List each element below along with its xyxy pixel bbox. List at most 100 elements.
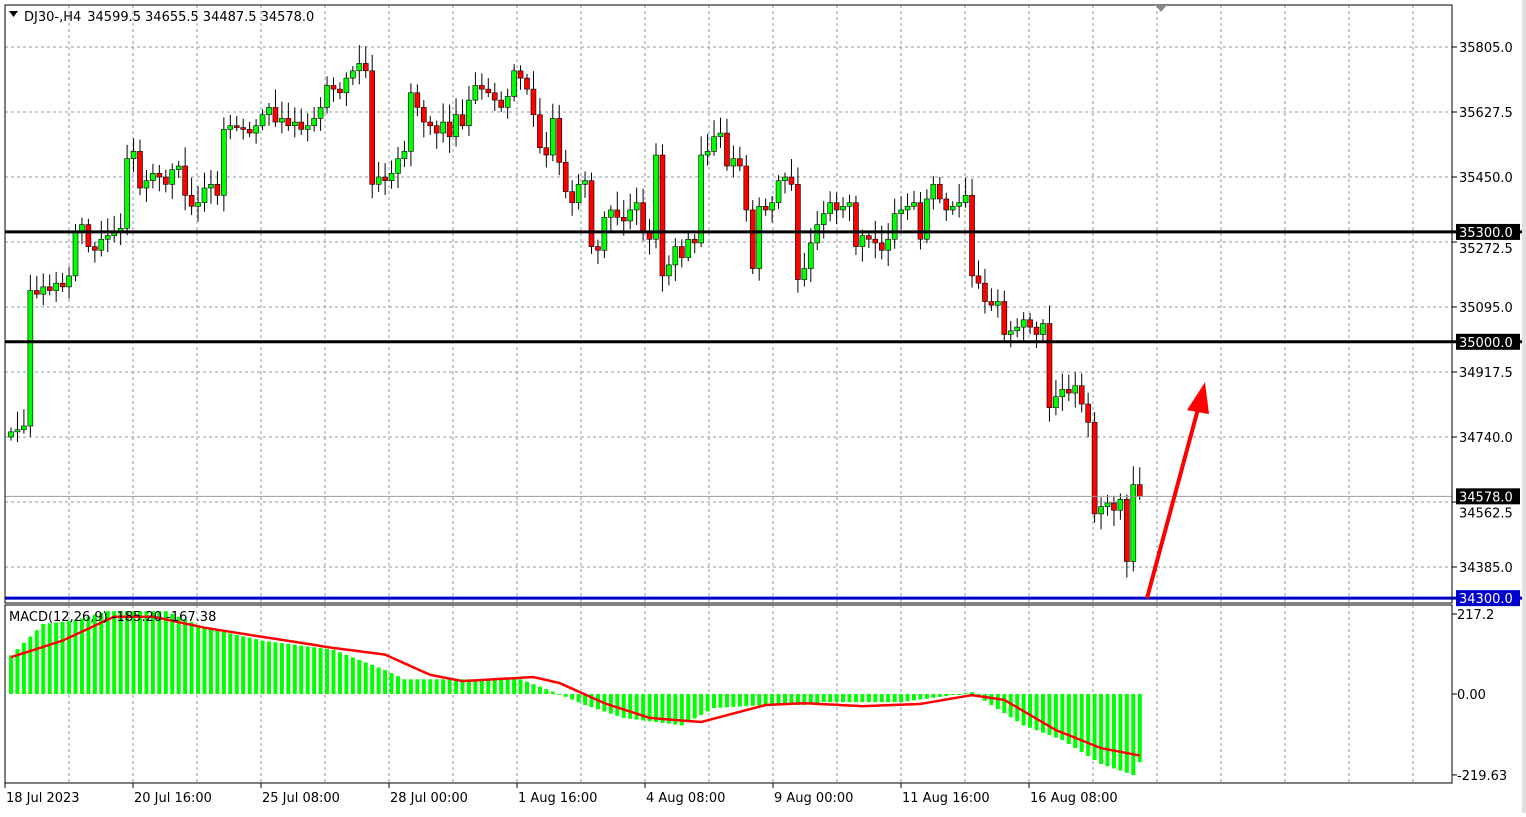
- macd-histogram-bar: [208, 629, 213, 694]
- candle-body: [453, 114, 459, 138]
- macd-histogram-bar: [92, 614, 97, 694]
- macd-histogram-bar: [815, 694, 820, 704]
- macd-histogram-bar: [441, 679, 446, 694]
- candle-body: [498, 99, 505, 108]
- candle-body: [21, 425, 27, 430]
- candle-body: [40, 286, 47, 295]
- candle-body: [1078, 385, 1085, 405]
- candle-body: [143, 180, 150, 189]
- candle-body: [304, 125, 311, 130]
- candle-body: [511, 70, 517, 97]
- candle: [169, 163, 176, 199]
- candle-body: [530, 88, 537, 116]
- time-tick-label: 11 Aug 16:00: [902, 791, 990, 806]
- candle-body: [988, 301, 995, 306]
- candle-body: [208, 184, 214, 189]
- candle: [756, 197, 763, 281]
- candle-body: [98, 238, 105, 251]
- macd-histogram-bar: [267, 641, 271, 694]
- macd-histogram-bar: [744, 694, 749, 707]
- candle: [137, 139, 143, 196]
- macd-histogram-bar: [789, 694, 794, 706]
- macd-histogram-bar: [763, 694, 768, 706]
- macd-histogram-bar: [86, 616, 91, 694]
- time-tick-label: 9 Aug 00:00: [774, 791, 853, 806]
- candle-body: [582, 180, 588, 185]
- candle-body: [8, 431, 14, 438]
- candle-body: [678, 246, 685, 258]
- candle: [762, 198, 769, 216]
- macd-histogram-bar: [1099, 694, 1104, 764]
- shift-marker-icon[interactable]: [1155, 5, 1167, 12]
- macd-histogram-bar: [325, 648, 330, 694]
- macd-histogram-bar: [189, 622, 194, 694]
- candle: [595, 239, 601, 265]
- macd-histogram-bar: [899, 694, 904, 703]
- macd-histogram-bar: [924, 694, 929, 699]
- candle-body: [1117, 498, 1124, 511]
- candle-body: [195, 202, 201, 207]
- candle: [214, 171, 221, 205]
- candle: [285, 102, 292, 131]
- candle-body: [362, 63, 369, 72]
- current-price-badge: [1456, 488, 1520, 505]
- macd-histogram-bar: [989, 694, 994, 706]
- macd-histogram-bar: [1137, 694, 1142, 763]
- candle-body: [633, 202, 640, 211]
- candle-body: [240, 127, 246, 130]
- candle-body: [595, 246, 601, 251]
- macd-histogram-bar: [221, 632, 226, 694]
- macd-histogram-bar: [1111, 694, 1116, 769]
- candle: [350, 66, 356, 86]
- macd-histogram-bar: [1118, 694, 1123, 771]
- candle: [575, 174, 582, 210]
- candle: [782, 172, 788, 194]
- candle: [498, 91, 505, 113]
- candle-body: [1020, 319, 1027, 328]
- candle: [21, 409, 27, 434]
- candle: [59, 272, 66, 292]
- candle-body: [350, 70, 356, 79]
- candle-body: [756, 205, 763, 269]
- macd-histogram-bar: [628, 694, 633, 719]
- macd-histogram-bar: [9, 655, 13, 694]
- candle-body: [737, 158, 743, 167]
- dropdown-triangle-icon[interactable]: [9, 11, 18, 17]
- price-tick-label: 35095.0: [1459, 301, 1513, 316]
- candle: [1053, 379, 1059, 416]
- candle: [614, 191, 621, 226]
- candle-body: [614, 209, 621, 218]
- candle: [730, 145, 737, 178]
- candle-body: [33, 290, 40, 295]
- macd-histogram-bar: [260, 640, 265, 694]
- price-tick-label: 34917.5: [1459, 366, 1513, 381]
- macd-histogram-bar: [1034, 694, 1039, 731]
- macd-histogram-bar: [118, 611, 123, 694]
- candle: [143, 170, 150, 202]
- macd-histogram-bar: [550, 691, 555, 694]
- candle-body: [1111, 502, 1117, 511]
- price-level-label: 35000.0: [1459, 336, 1513, 351]
- macd-histogram-bar: [402, 679, 407, 694]
- macd-histogram-bar: [905, 694, 910, 702]
- price-level-badge: [1456, 223, 1520, 240]
- candle: [246, 121, 253, 138]
- candle-body: [672, 246, 679, 266]
- candle: [330, 77, 337, 102]
- macd-histogram-bar: [396, 676, 400, 694]
- candle: [1085, 392, 1091, 438]
- candle-body: [859, 235, 866, 247]
- candle-body: [1130, 484, 1137, 562]
- candle: [8, 427, 14, 441]
- macd-histogram-bar: [1124, 694, 1129, 773]
- candle-body: [291, 121, 298, 127]
- candle: [233, 115, 240, 132]
- macd-histogram-bar: [912, 694, 916, 701]
- macd-histogram-bar: [170, 613, 175, 694]
- candle-body: [466, 99, 472, 127]
- macd-histogram-bar: [802, 694, 807, 706]
- macd-histogram-bar: [692, 694, 697, 719]
- macd-histogram-bar: [1021, 694, 1026, 726]
- candle: [388, 160, 395, 189]
